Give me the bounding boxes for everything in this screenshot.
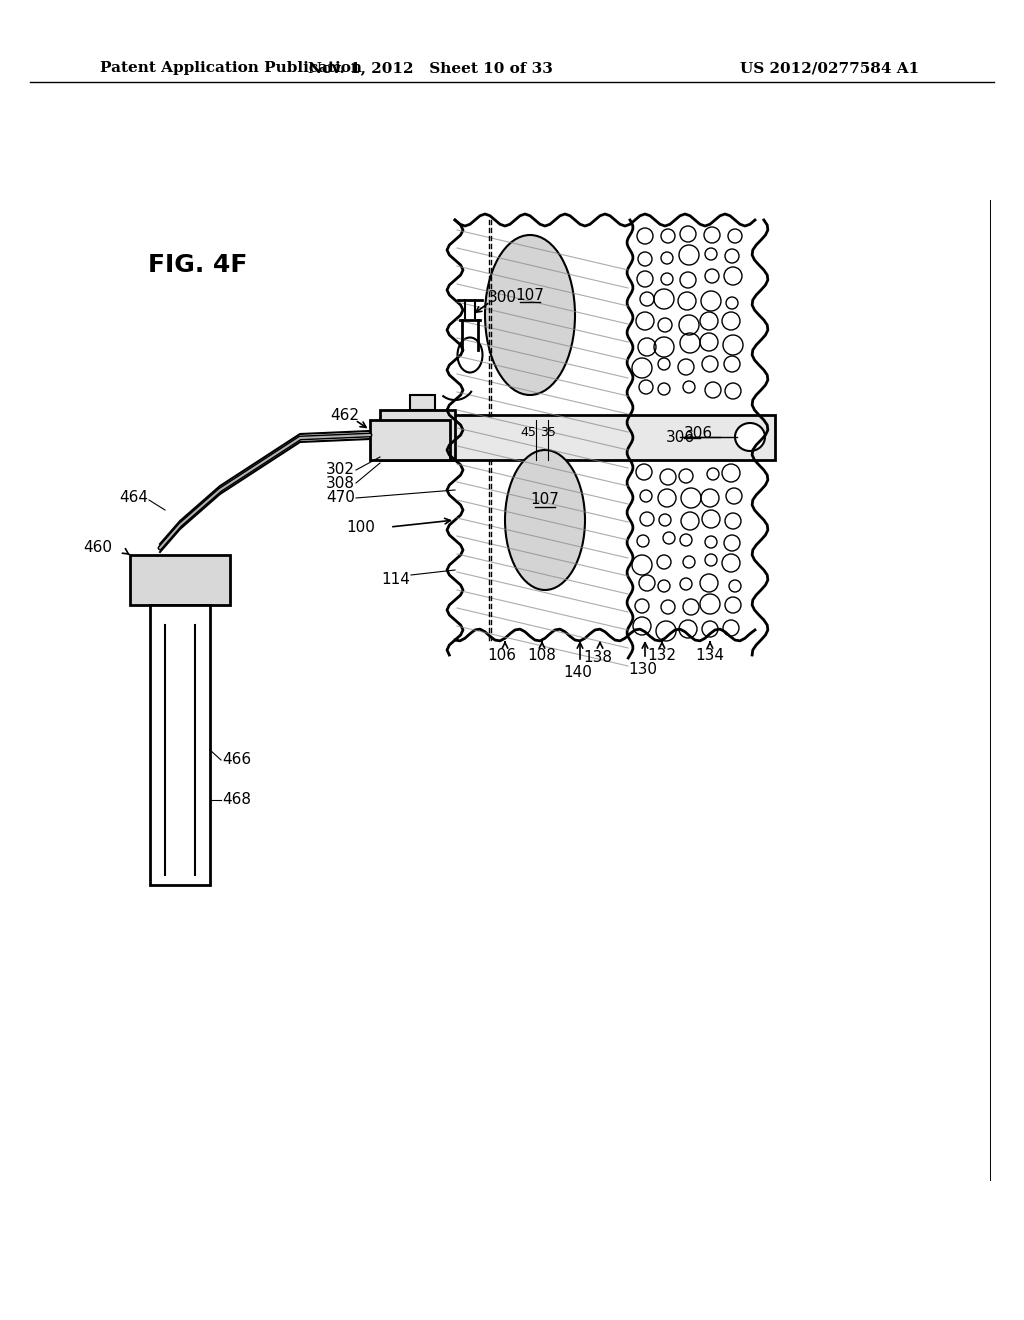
Text: US 2012/0277584 A1: US 2012/0277584 A1 <box>740 61 920 75</box>
Text: 470: 470 <box>326 491 355 506</box>
Text: 300: 300 <box>488 290 517 305</box>
Text: 130: 130 <box>629 663 657 677</box>
Text: FIG. 4F: FIG. 4F <box>148 253 248 277</box>
Text: 460: 460 <box>83 540 112 556</box>
Ellipse shape <box>458 338 482 372</box>
Text: 45: 45 <box>520 425 536 438</box>
Bar <box>370 420 450 459</box>
Text: 138: 138 <box>584 649 612 665</box>
Text: 35: 35 <box>540 425 556 438</box>
Text: 114: 114 <box>381 573 410 587</box>
Text: 302: 302 <box>326 462 355 478</box>
Text: 106: 106 <box>487 648 516 663</box>
Text: 107: 107 <box>515 288 545 302</box>
Text: Patent Application Publication: Patent Application Publication <box>100 61 362 75</box>
Text: 306: 306 <box>684 425 713 441</box>
Text: 462: 462 <box>330 408 359 422</box>
Text: 134: 134 <box>695 648 725 663</box>
Text: 466: 466 <box>222 752 251 767</box>
Text: Nov. 1, 2012   Sheet 10 of 33: Nov. 1, 2012 Sheet 10 of 33 <box>307 61 552 75</box>
Text: 107: 107 <box>530 492 559 507</box>
Text: 306: 306 <box>666 429 694 445</box>
Bar <box>395 414 775 459</box>
Text: 140: 140 <box>563 665 593 680</box>
Bar <box>130 554 230 605</box>
Text: 464: 464 <box>119 490 148 504</box>
Bar <box>410 395 435 411</box>
Bar <box>150 605 210 884</box>
Text: 108: 108 <box>527 648 556 663</box>
Text: 100: 100 <box>346 520 375 535</box>
Bar <box>380 411 455 459</box>
Ellipse shape <box>735 422 765 451</box>
Text: 308: 308 <box>326 475 355 491</box>
Text: 468: 468 <box>222 792 251 808</box>
Text: 132: 132 <box>647 648 677 663</box>
Ellipse shape <box>485 235 575 395</box>
Ellipse shape <box>505 450 585 590</box>
